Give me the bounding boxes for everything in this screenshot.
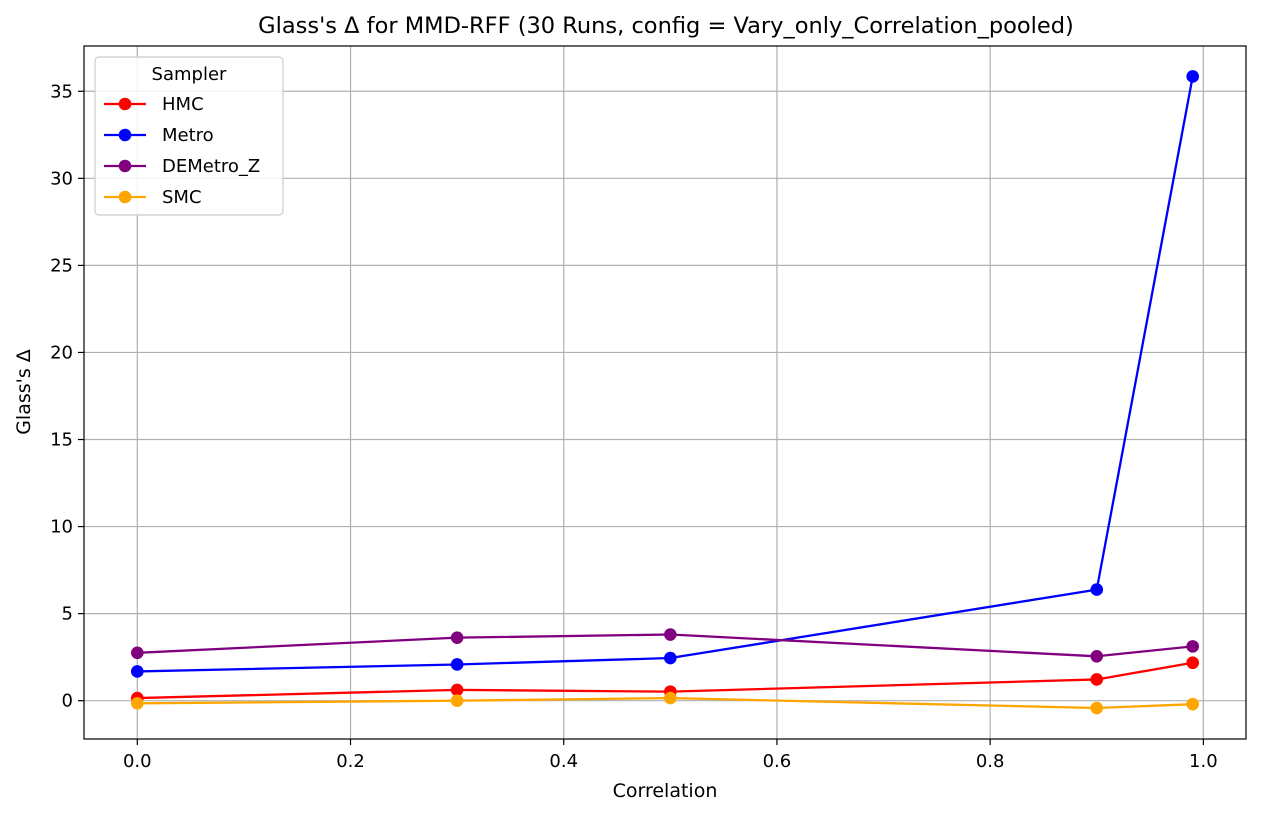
legend-label: HMC [162,94,204,115]
legend-label: Metro [162,125,214,146]
data-point-hmc [1186,656,1199,670]
data-point-demetro-z [450,631,464,644]
x-tick-label: 0.0 [123,751,152,772]
grid [84,46,1246,739]
legend-label: SMC [162,187,202,208]
chart-title: Glass's Δ for MMD-RFF (30 Runs, config =… [258,13,1074,39]
series-demetro-z [131,628,1199,663]
data-point-smc [131,697,144,710]
legend-swatch-marker [118,159,132,173]
legend-item-metro: Metro [104,125,214,146]
legend-item-smc: SMC [104,187,202,208]
series-metro [131,70,1199,678]
y-tick-label: 30 [50,168,73,189]
x-tick-label: 0.4 [549,751,578,772]
data-point-demetro-z [1090,649,1104,663]
y-tick-label: 5 [62,604,73,625]
y-tick-label: 25 [50,255,73,276]
data-point-smc [664,691,677,705]
data-point-smc [1186,697,1199,711]
legend-swatch-marker [118,128,132,142]
series-layer [131,70,1199,715]
legend-label: DEMetro_Z [162,156,260,177]
data-point-demetro-z [131,646,144,660]
data-point-hmc [450,683,464,697]
y-tick-label: 10 [50,517,73,538]
ticks: 0.0 0.2 0.4 0.6 0.8 1.0 0 5 10 15 20 25 30 35 [50,81,1218,772]
legend-item-hmc: HMC [104,94,204,115]
x-tick-label: 0.8 [976,751,1005,772]
y-tick-label: 20 [50,342,73,363]
y-tick-label: 0 [62,691,73,712]
x-tick-label: 1.0 [1189,751,1218,772]
legend-item-demetro-z: DEMetro_Z [104,156,260,177]
data-point-metro [664,651,677,665]
x-tick-label: 0.6 [763,751,792,772]
data-point-metro [450,658,464,671]
legend-swatch-marker [118,190,132,204]
x-axis-label: Correlation [613,780,718,802]
data-point-metro [131,665,144,678]
x-tick-label: 0.2 [336,751,365,772]
y-tick-label: 35 [50,81,73,102]
legend-box [94,56,284,216]
data-point-smc [1090,701,1104,715]
data-point-demetro-z [1186,640,1199,653]
plot-frame [83,45,1247,740]
legend-swatch-marker [118,97,132,111]
y-axis-label: Glass's Δ [13,349,35,435]
data-point-demetro-z [664,628,677,641]
series-smc [131,691,1199,715]
data-point-metro [1090,583,1104,596]
legend-title: Sampler [152,64,227,85]
data-point-smc [450,694,464,707]
legend: Sampler HMC Metro DEMetro_Z SMC [94,56,284,216]
data-point-metro [1186,70,1199,83]
y-tick-label: 15 [50,430,73,451]
data-point-hmc [1090,673,1104,686]
